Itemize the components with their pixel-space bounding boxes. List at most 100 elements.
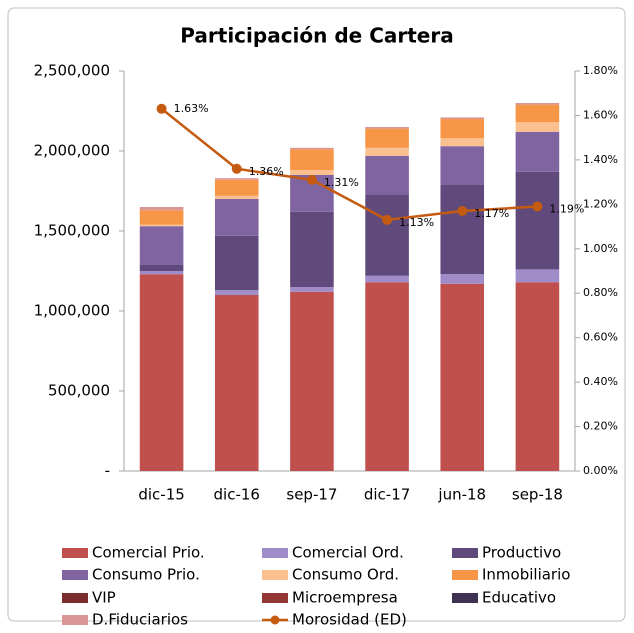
bar-segment: [290, 149, 334, 171]
bar-segment: [515, 104, 560, 123]
legend-label: Comercial Ord.: [292, 544, 404, 562]
legend-label: Consumo Ord.: [292, 566, 399, 584]
y-tick-label: 1,500,000: [34, 222, 110, 240]
bar-segment: [440, 283, 485, 471]
legend-label: Morosidad (ED): [292, 611, 407, 629]
legend-swatch: [62, 548, 88, 558]
bar-segment: [440, 138, 485, 147]
bar-segment: [214, 195, 259, 199]
x-tick-label: jun-18: [437, 486, 486, 504]
bar-segment: [515, 103, 560, 105]
data-label: 1.63%: [174, 102, 209, 115]
y-tick-label: 500,000: [48, 382, 110, 400]
bar-segment: [214, 235, 259, 291]
y2-tick-label: 0.60%: [583, 331, 618, 344]
x-tick-label: dic-17: [364, 486, 410, 504]
y2-tick-label: 1.80%: [583, 64, 618, 77]
line-marker: [306, 174, 317, 185]
bar-segment: [365, 128, 409, 148]
bar-segment: [214, 178, 259, 180]
legend-swatch: [262, 593, 288, 603]
bar-segment: [365, 194, 409, 276]
legend-label: Inmobiliario: [482, 566, 570, 584]
legend-label: Comercial Prio.: [92, 544, 205, 562]
y2-tick-label: 0.00%: [583, 464, 618, 477]
legend-marker: [270, 615, 280, 625]
legend-label: D.Fiduciarios: [92, 611, 188, 629]
bar-segment: [365, 147, 409, 156]
bar-segment: [214, 199, 259, 236]
x-tick-label: sep-18: [512, 486, 563, 504]
bar-segment: [139, 207, 184, 211]
bar-segment: [515, 122, 560, 132]
bar-segment: [139, 271, 184, 275]
y-tick-label: -: [105, 462, 110, 480]
bar-segment: [214, 295, 259, 471]
line-marker: [532, 201, 543, 212]
x-tick-label: dic-16: [214, 486, 260, 504]
bar-segment: [440, 274, 485, 284]
bar-segment: [365, 127, 409, 129]
data-label: 1.31%: [324, 176, 359, 189]
x-tick-label: sep-17: [286, 486, 337, 504]
y-tick-label: 2,000,000: [34, 142, 110, 160]
bar-segment: [365, 275, 409, 283]
y-tick-label: 1,000,000: [34, 302, 110, 320]
bar-segment: [515, 171, 560, 270]
legend-swatch: [452, 570, 478, 580]
y-tick-label: 2,500,000: [34, 62, 110, 80]
legend-label: Microempresa: [292, 589, 398, 607]
bar-segment: [365, 155, 409, 195]
line-marker: [382, 214, 393, 225]
bar-segment: [139, 210, 184, 225]
bar-segment: [139, 226, 184, 265]
line-marker: [457, 206, 468, 216]
bar-segment: [515, 131, 560, 172]
line-marker: [156, 103, 167, 114]
data-label: 1.17%: [474, 207, 509, 220]
y2-tick-label: 1.00%: [583, 242, 618, 255]
bar-segment: [515, 269, 560, 283]
data-label: 1.13%: [399, 216, 434, 229]
data-label: 1.36%: [249, 165, 284, 178]
bar-segment: [290, 147, 334, 150]
bar-segment: [290, 211, 334, 287]
legend-label: Educativo: [482, 589, 556, 607]
bar-segment: [515, 282, 560, 471]
bar-segment: [440, 119, 485, 139]
legend-label: Consumo Prio.: [92, 566, 200, 584]
bar-segment: [440, 184, 485, 275]
bar-segment: [365, 282, 409, 471]
data-label: 1.19%: [549, 203, 584, 216]
y2-tick-label: 0.40%: [583, 375, 618, 388]
legend-swatch: [452, 593, 478, 603]
bar-segment: [440, 146, 485, 185]
bar-segment: [139, 224, 184, 227]
y2-tick-label: 1.60%: [583, 108, 618, 121]
legend-swatch: [62, 615, 88, 625]
chart-title: Participación de Cartera: [180, 24, 453, 48]
legend-swatch: [262, 570, 288, 580]
legend-swatch: [62, 570, 88, 580]
line-marker: [231, 163, 242, 174]
line: [160, 107, 538, 222]
bar-segment: [214, 290, 259, 295]
x-tick-label: dic-15: [138, 486, 184, 504]
bar-segment: [290, 291, 334, 471]
y2-tick-label: 0.80%: [583, 286, 618, 299]
legend-swatch: [262, 548, 288, 558]
bar-segment: [139, 264, 184, 271]
legend-label: Productivo: [482, 544, 561, 562]
y2-tick-label: 1.20%: [583, 197, 618, 210]
y2-tick-label: 0.20%: [583, 420, 618, 433]
bar-segment: [290, 287, 334, 292]
legend-label: VIP: [92, 589, 116, 607]
legend-swatch: [62, 593, 88, 603]
bar-segment: [214, 179, 259, 196]
y2-tick-label: 1.40%: [583, 153, 618, 166]
bar-segment: [290, 170, 334, 175]
bar-segment: [139, 274, 184, 471]
legend-swatch: [452, 548, 478, 558]
bar-segment: [440, 117, 485, 119]
